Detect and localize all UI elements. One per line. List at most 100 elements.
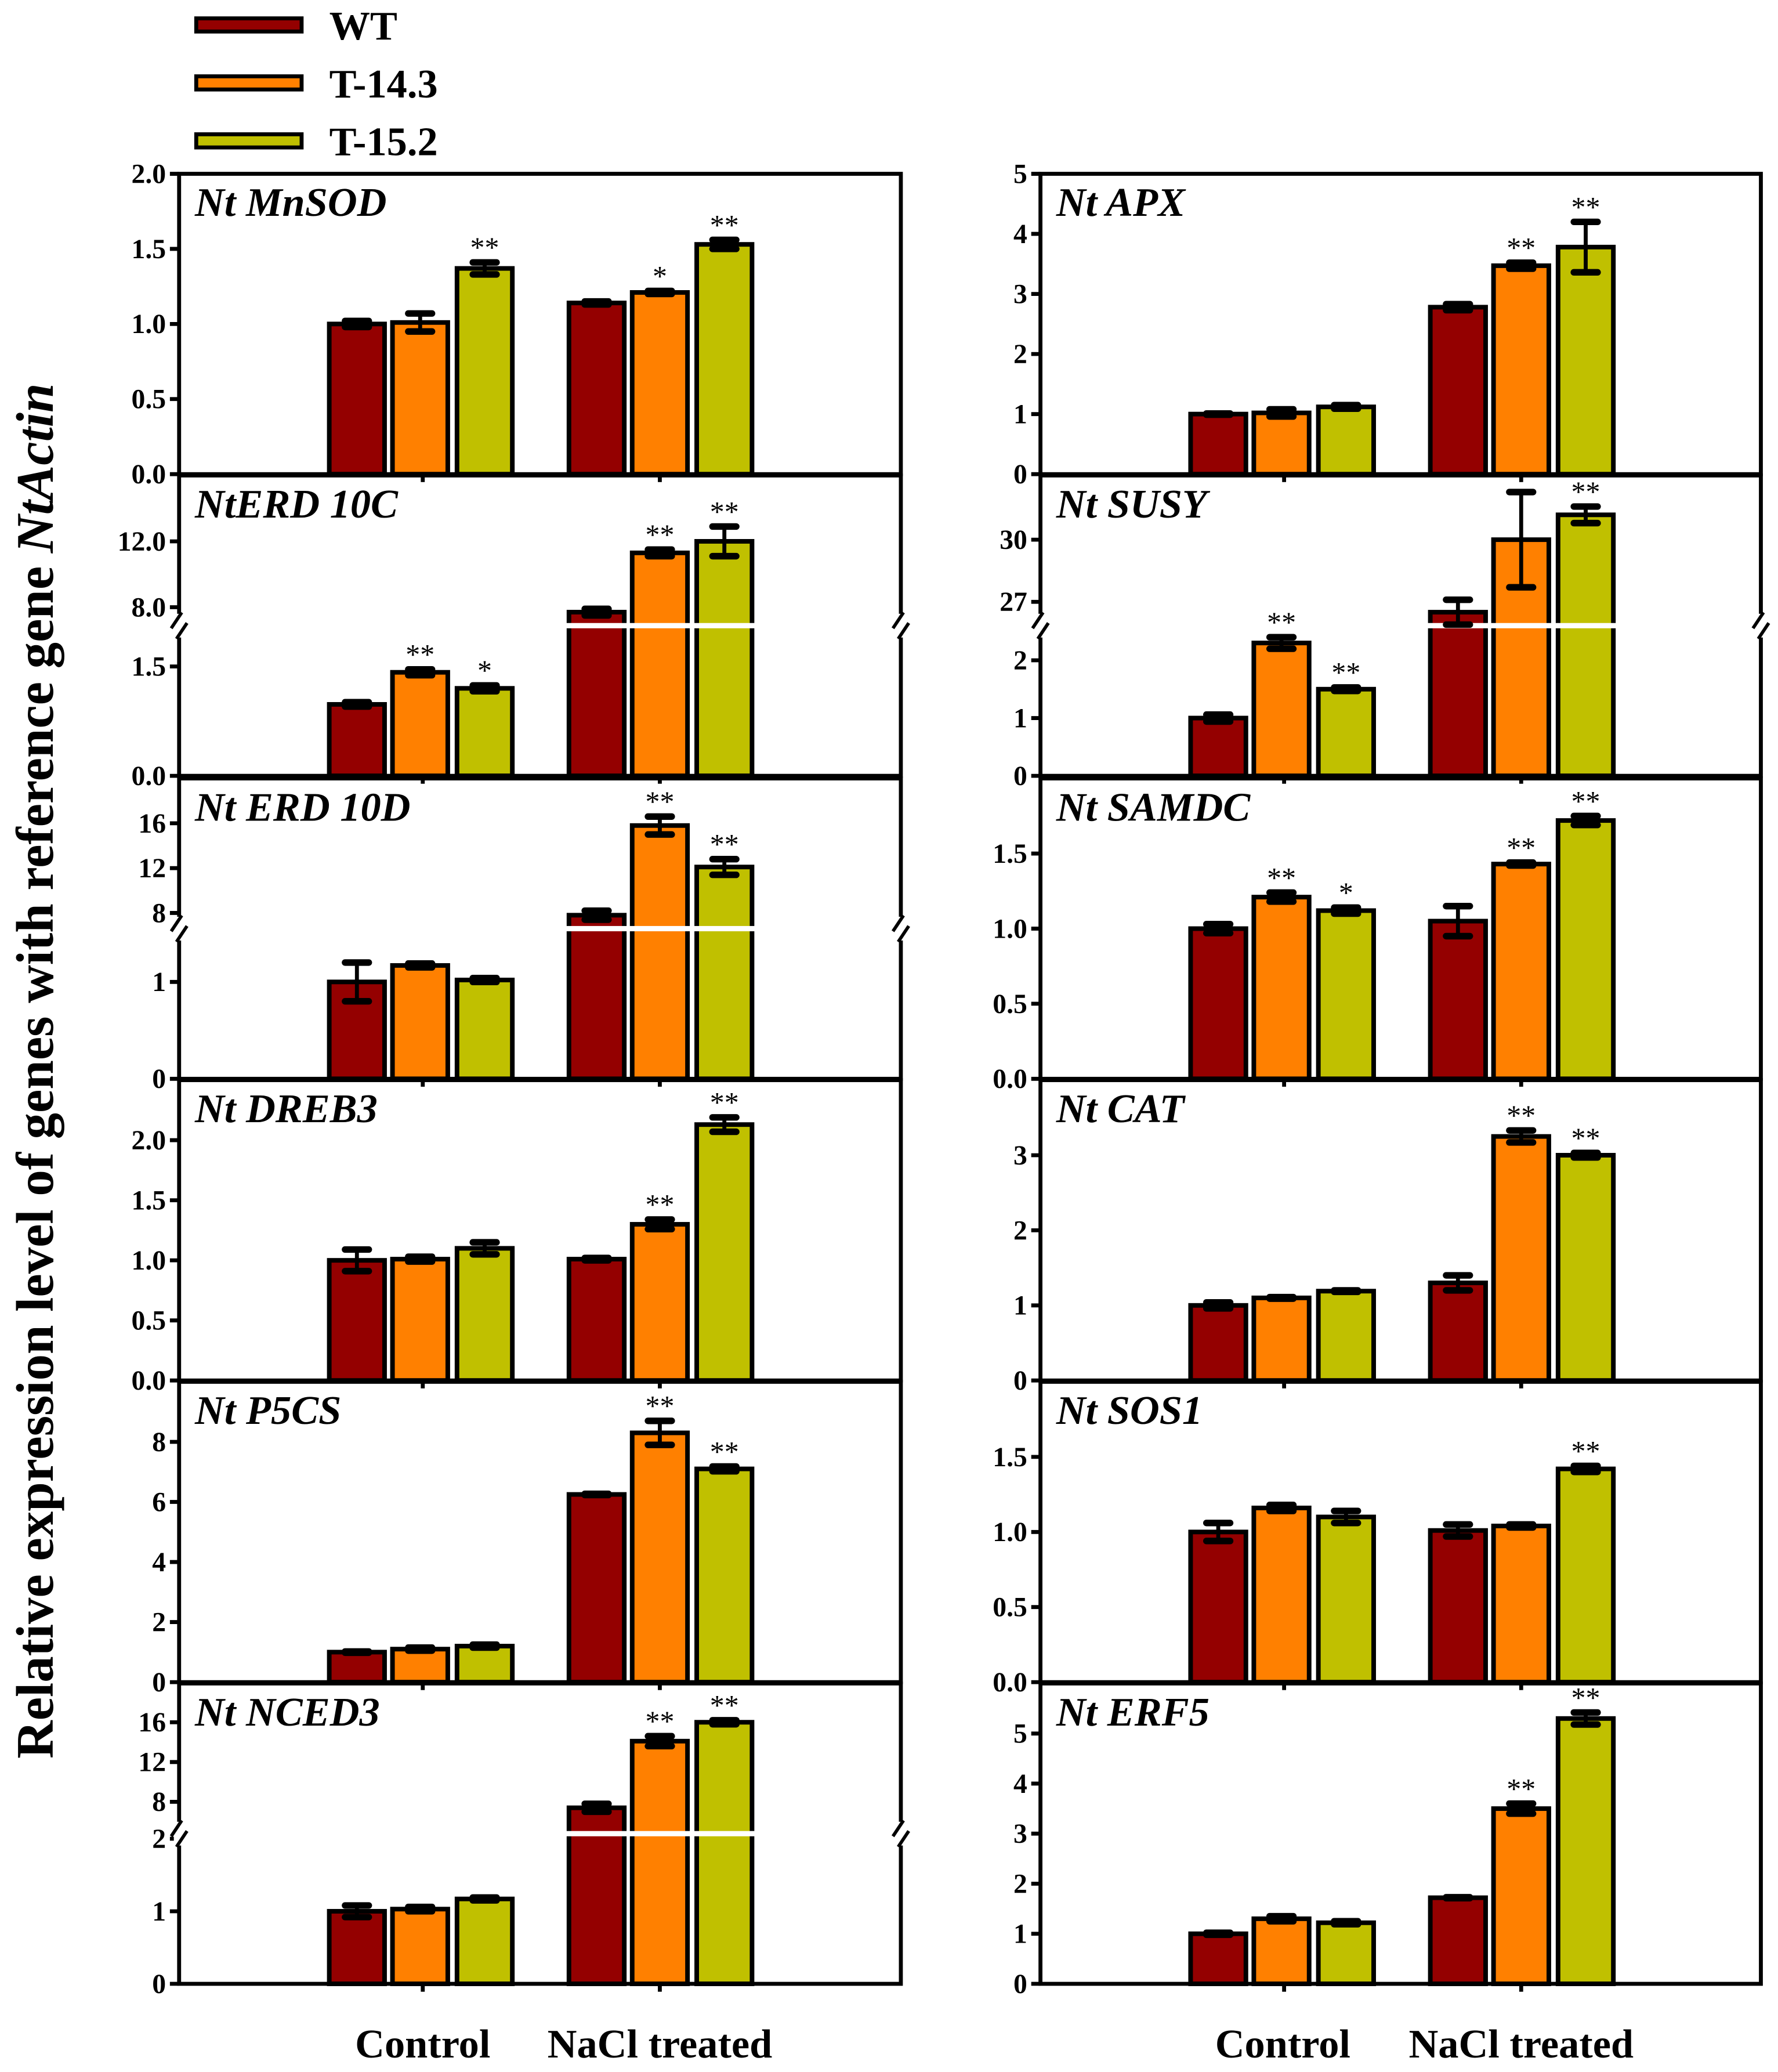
bar-t-15.2 <box>1316 686 1376 779</box>
panel-title: Nt MnSOD <box>194 180 386 225</box>
legend-swatch <box>194 74 304 92</box>
panel-nt-samdc: 0.00.51.01.5** *****Nt SAMDC <box>993 776 1763 1094</box>
bar-t-15.2 <box>454 977 515 1082</box>
significance-label: ** <box>710 495 739 527</box>
bar-t-14.3 <box>390 1257 450 1383</box>
y-tick-label: 1.0 <box>131 309 166 339</box>
bar-t-15.2 <box>1555 818 1616 1082</box>
y-tick-label: 3 <box>1013 279 1027 309</box>
panel-title: Nt CAT <box>1056 1086 1186 1131</box>
y-tick-label: 30 <box>1000 525 1027 555</box>
axis-break-gap <box>566 1831 627 1836</box>
bar-t-15.2 <box>454 1644 515 1685</box>
axis-break-mark <box>175 925 189 943</box>
panel-title: Nt P5CS <box>194 1388 341 1433</box>
panel-title: Nt ERD 10D <box>194 784 410 830</box>
bar-t-15.2 <box>1555 1152 1616 1383</box>
bar-t-14.3 <box>1251 641 1312 779</box>
y-tick-label: 8 <box>152 1787 166 1817</box>
panel-title: Nt ERF5 <box>1056 1690 1210 1735</box>
y-tick-label: 2 <box>1013 1216 1027 1246</box>
bar-t-14.3 <box>1491 1523 1551 1685</box>
y-tick-label: 2 <box>1013 339 1027 370</box>
bar-wt <box>1428 305 1488 477</box>
bar-wt <box>327 321 387 477</box>
bar-t-14.3 <box>1251 410 1312 477</box>
bar-t-15.2 <box>454 266 515 477</box>
bar-t-14.3 <box>629 1222 690 1383</box>
y-tick-label: 12 <box>138 1748 166 1778</box>
y-tick-label: 1.0 <box>131 1246 166 1276</box>
axis-break-gap <box>694 623 755 628</box>
bar-wt <box>1188 1303 1248 1383</box>
y-tick-label: 6 <box>152 1487 166 1517</box>
bar-t-15.2 <box>694 865 755 1082</box>
significance-label: ** <box>1267 861 1296 894</box>
y-tick-label: 1 <box>1013 400 1027 430</box>
x-label-nacl-right: NaCl treated <box>1408 2022 1634 2067</box>
y-tick-label: 1 <box>1013 1291 1027 1321</box>
y-tick-label: 1.5 <box>993 1442 1027 1473</box>
axis-break-mark <box>175 622 189 640</box>
axis-break-mark <box>1757 622 1770 640</box>
significance-label: ** <box>645 518 674 551</box>
bar-t-14.3 <box>390 1907 450 1987</box>
bar-wt <box>1188 411 1248 477</box>
significance-label: ** <box>710 1435 739 1467</box>
significance-label: ** <box>1331 656 1360 689</box>
significance-label: ** <box>1507 232 1536 264</box>
bar-t-15.2 <box>454 1896 515 1987</box>
panel-title: Nt SOS1 <box>1056 1388 1203 1433</box>
axis-break-gap <box>566 925 627 932</box>
axis-break-gap <box>629 925 690 932</box>
bar-t-14.3 <box>390 963 450 1082</box>
y-tick-label: 2 <box>1013 1869 1027 1899</box>
bar-t-15.2 <box>1555 512 1616 779</box>
bar-wt <box>327 1650 387 1685</box>
axis-break-mark <box>891 1819 905 1838</box>
bar-wt <box>1428 1895 1488 1987</box>
significance-label: ** <box>1571 1122 1600 1154</box>
bar-t-15.2 <box>454 1246 515 1383</box>
panel-nt-apx: 0 1 2 3 4 5 ** ** Nt APX <box>1013 159 1763 490</box>
significance-label: ** <box>710 828 739 860</box>
bar-t-14.3 <box>1251 1916 1312 1987</box>
significance-label: ** <box>710 1086 739 1119</box>
bar-t-15.2 <box>454 686 515 779</box>
axis-break-mark <box>891 914 905 932</box>
x-label-control-right: Control <box>1215 2022 1350 2067</box>
bar-t-14.3 <box>1491 1806 1551 1987</box>
y-tick-label: 1.5 <box>131 652 166 682</box>
bar-t-14.3 <box>1491 862 1551 1082</box>
y-tick-label: 0 <box>152 1668 166 1698</box>
y-tick-label: 1 <box>1013 703 1027 733</box>
bar-t-14.3 <box>390 320 450 477</box>
y-tick-label: 4 <box>1013 1769 1027 1799</box>
y-tick-label: 0.5 <box>993 1593 1027 1623</box>
y-tick-label: 0 <box>1013 460 1027 490</box>
y-tick-label: 1.5 <box>131 234 166 265</box>
significance-label: ** <box>1507 1099 1536 1131</box>
bar-wt <box>1428 610 1488 779</box>
bar-t-15.2 <box>1316 1289 1376 1383</box>
bar-wt <box>566 1492 627 1685</box>
y-tick-label: 0 <box>1013 1366 1027 1396</box>
significance-label: ** <box>470 231 499 263</box>
axis-break-mark <box>169 914 183 932</box>
y-tick-label: 0.5 <box>131 385 166 415</box>
y-tick-label: 1 <box>152 1897 166 1927</box>
significance-label: ** <box>1571 1434 1600 1467</box>
bar-t-15.2 <box>1555 244 1616 477</box>
bar-t-15.2 <box>694 1122 755 1383</box>
axis-break-mark <box>897 1830 910 1848</box>
y-tick-label: 0.0 <box>993 1064 1027 1094</box>
y-axis-label-gene: NtActin <box>6 384 64 554</box>
bar-t-14.3 <box>1491 1134 1551 1383</box>
significance-label: ** <box>645 1390 674 1422</box>
y-tick-label: 0.5 <box>131 1306 166 1336</box>
panel-nt-erf5: 0 1 2 3 4 5 ** ** Nt ERF5 <box>1013 1681 1763 1999</box>
significance-label: ** <box>710 1689 739 1722</box>
y-tick-label: 4 <box>1013 219 1027 249</box>
y-tick-label: 16 <box>138 1708 166 1738</box>
